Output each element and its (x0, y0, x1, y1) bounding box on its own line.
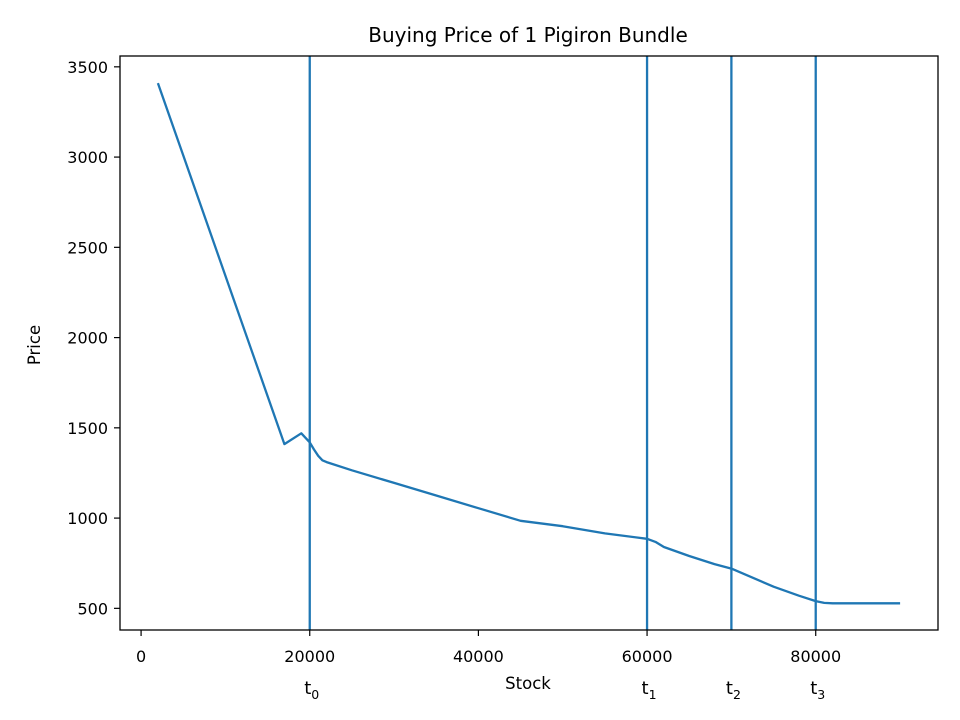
x-tick-label-4: 80000 (790, 647, 841, 666)
y-tick-label-1: 1000 (67, 509, 108, 528)
marker-labels: t0 t1 t2 t3 (304, 678, 825, 702)
marker-label-subscript: 0 (311, 687, 319, 702)
y-tick-label-6: 3500 (67, 58, 108, 77)
y-tick-label-3: 2000 (67, 329, 108, 348)
marker-label-subscript: 2 (733, 687, 741, 702)
marker-label-2: t2 (726, 678, 741, 702)
y-tick-label-4: 2500 (67, 238, 108, 257)
axes-frame (119, 55, 939, 631)
y-tick-label-2: 1500 (67, 419, 108, 438)
marker-label-subscript: 1 (649, 687, 657, 702)
x-axis: 0 20000 40000 60000 80000 (136, 630, 841, 666)
marker-label-base: t (810, 678, 817, 699)
x-tick-label-3: 60000 (622, 647, 673, 666)
marker-label-1: t1 (642, 678, 657, 702)
x-tick-label-1: 20000 (284, 647, 335, 666)
x-tick-label-2: 40000 (453, 647, 504, 666)
plot-area (156, 56, 901, 630)
y-axis: 500 1000 1500 2000 2500 3000 3500 (67, 58, 120, 618)
marker-label-base: t (642, 678, 649, 699)
marker-label-3: t3 (810, 678, 825, 702)
series-line-0 (156, 82, 901, 605)
y-tick-label-0: 500 (77, 599, 108, 618)
marker-label-base: t (304, 678, 311, 699)
marker-label-subscript: 3 (817, 687, 825, 702)
x-tick-label-0: 0 (136, 647, 146, 666)
chart-title: Buying Price of 1 Pigiron Bundle (368, 23, 688, 47)
x-axis-title: Stock (505, 674, 551, 693)
y-tick-label-5: 3000 (67, 148, 108, 167)
y-axis-title: Price (25, 325, 44, 365)
marker-label-0: t0 (304, 678, 319, 702)
marker-label-base: t (726, 678, 733, 699)
